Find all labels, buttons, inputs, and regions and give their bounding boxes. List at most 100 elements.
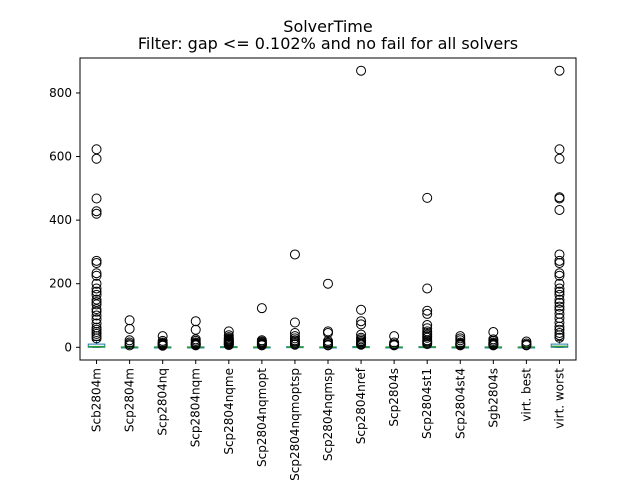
outlier-point bbox=[91, 258, 102, 269]
outlier-point bbox=[91, 268, 102, 279]
outlier-point bbox=[190, 324, 201, 335]
outlier-point bbox=[124, 323, 135, 334]
outlier-point bbox=[554, 304, 565, 315]
outlier-point bbox=[91, 314, 102, 325]
outlier-point bbox=[356, 339, 367, 350]
outlier-point bbox=[91, 278, 102, 289]
outlier-point bbox=[554, 297, 565, 308]
outlier-point bbox=[91, 270, 102, 281]
outlier-point bbox=[488, 340, 499, 351]
outlier-point bbox=[554, 255, 565, 266]
outlier-point bbox=[554, 289, 565, 300]
x-tick-label: Scp2804nqm bbox=[189, 368, 203, 447]
x-tick-label: virt. best bbox=[519, 368, 533, 422]
outlier-point bbox=[289, 249, 300, 260]
outlier-point bbox=[256, 340, 267, 351]
outlier-point bbox=[91, 208, 102, 219]
outlier-point bbox=[554, 193, 565, 204]
outlier-point bbox=[323, 278, 333, 289]
outlier-point bbox=[91, 297, 102, 308]
outlier-point bbox=[455, 335, 466, 346]
outlier-point bbox=[422, 305, 433, 316]
outlier-point bbox=[256, 303, 267, 314]
outlier-point bbox=[554, 144, 565, 155]
outlier-point bbox=[554, 268, 565, 279]
outlier-point bbox=[91, 331, 102, 342]
x-tick-label: virt. worst bbox=[552, 368, 566, 429]
outlier-point bbox=[554, 327, 565, 338]
outlier-point bbox=[554, 278, 565, 289]
outlier-point bbox=[521, 340, 532, 351]
y-tick-label: 800 bbox=[49, 86, 72, 100]
outlier-point bbox=[356, 304, 367, 315]
outlier-point bbox=[554, 330, 565, 341]
outlier-point bbox=[554, 204, 565, 215]
outlier-point bbox=[91, 289, 102, 300]
chart-title: SolverTime bbox=[283, 17, 372, 36]
outlier-point bbox=[91, 306, 102, 317]
outlier-point bbox=[554, 153, 565, 164]
outlier-point bbox=[422, 332, 433, 343]
outlier-point bbox=[554, 258, 565, 269]
outlier-point bbox=[554, 294, 565, 305]
outlier-point bbox=[422, 192, 433, 203]
outlier-point bbox=[323, 327, 333, 338]
outlier-point bbox=[554, 317, 565, 328]
x-tick-label: Scp2804s bbox=[387, 368, 401, 427]
y-tick-label: 400 bbox=[49, 213, 72, 227]
x-tick-label: Sgb2804s bbox=[486, 368, 500, 428]
outlier-point bbox=[91, 286, 102, 297]
outlier-point bbox=[124, 340, 135, 351]
outlier-point bbox=[554, 286, 565, 297]
outlier-point bbox=[91, 299, 102, 310]
x-tick-label: Scp2804st1 bbox=[420, 368, 434, 439]
outlier-point bbox=[289, 339, 300, 350]
outlier-point bbox=[422, 283, 433, 294]
y-tick-label: 200 bbox=[49, 277, 72, 291]
outlier-point bbox=[554, 324, 565, 335]
outlier-point bbox=[356, 65, 367, 76]
outlier-point bbox=[91, 333, 102, 344]
outlier-point bbox=[422, 339, 433, 350]
outlier-point bbox=[554, 65, 565, 76]
x-tick-label: Scp2804nq bbox=[156, 368, 170, 436]
x-tick-label: Scp2804nqmsp bbox=[321, 368, 335, 461]
outlier-point bbox=[223, 340, 234, 351]
x-tick-label: Scp2804nqmoptsp bbox=[288, 368, 302, 480]
outlier-point bbox=[289, 317, 300, 328]
outlier-point bbox=[91, 193, 102, 204]
outlier-point bbox=[91, 283, 102, 294]
outlier-point bbox=[91, 153, 102, 164]
outlier-point bbox=[323, 340, 333, 351]
outlier-point bbox=[422, 323, 433, 334]
outlier-point bbox=[91, 144, 102, 155]
x-tick-label: Scp2804st4 bbox=[453, 368, 467, 439]
x-tick-label: Scp2804nqmopt bbox=[255, 368, 269, 467]
outlier-point bbox=[422, 320, 433, 331]
outlier-point bbox=[389, 340, 400, 351]
outlier-point bbox=[91, 328, 102, 339]
x-tick-label: Scp2804m bbox=[123, 368, 137, 432]
outlier-point bbox=[356, 316, 367, 327]
outlier-point bbox=[91, 294, 102, 305]
outlier-point bbox=[554, 270, 565, 281]
y-tick-label: 0 bbox=[64, 340, 72, 354]
plot-area: 0 200 400 600 800 Scb2804m Scp2804m Scp2804nq Sc… bbox=[49, 65, 569, 480]
outlier-point bbox=[91, 304, 102, 315]
outlier-point bbox=[124, 335, 135, 346]
x-tick-label: Scp2804nqme bbox=[222, 368, 236, 455]
outlier-point bbox=[91, 310, 102, 321]
outlier-point bbox=[422, 308, 433, 319]
x-tick-label: Scb2804m bbox=[90, 368, 104, 432]
axes-frame bbox=[79, 57, 577, 361]
outlier-point bbox=[157, 340, 168, 351]
y-tick-label: 600 bbox=[49, 150, 72, 164]
outlier-point bbox=[356, 319, 367, 330]
outlier-point bbox=[455, 340, 466, 351]
outlier-point bbox=[554, 332, 565, 343]
outlier-point bbox=[91, 206, 102, 217]
x-tick-label: Scp2804nref bbox=[354, 367, 368, 444]
outlier-point bbox=[554, 283, 565, 294]
outlier-point bbox=[91, 255, 102, 266]
